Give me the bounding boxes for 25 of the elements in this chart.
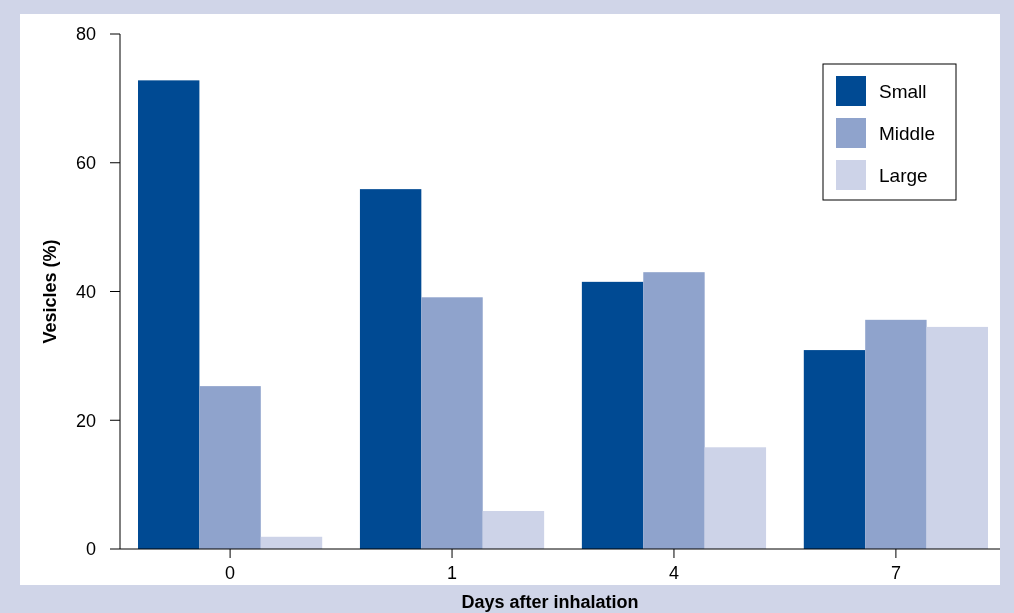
x-tick-label: 4 (668, 563, 679, 583)
x-axis-title: Days after inhalation (461, 592, 639, 612)
bar (865, 319, 927, 549)
legend-label: Large (879, 164, 928, 186)
y-tick-label: 40 (75, 281, 96, 302)
bar (643, 272, 705, 549)
bar (138, 80, 200, 549)
y-axis-title: Vesicles (%) (40, 239, 60, 344)
bar (199, 386, 261, 549)
x-tick-label: 7 (890, 563, 901, 583)
x-tick-label: 0 (225, 563, 236, 583)
x-tick-label: 1 (447, 563, 458, 583)
legend-label: Middle (879, 122, 935, 144)
y-tick-label: 60 (75, 153, 96, 174)
bar (704, 447, 767, 549)
bar (359, 189, 422, 549)
bar (803, 350, 866, 549)
legend-label: Small (879, 80, 927, 102)
y-tick-label: 20 (75, 410, 96, 431)
bar (926, 326, 988, 549)
y-tick-label: 80 (75, 24, 96, 45)
bar (581, 281, 644, 549)
bar (421, 297, 483, 549)
bar (482, 511, 545, 549)
y-tick-label: 0 (85, 539, 96, 560)
